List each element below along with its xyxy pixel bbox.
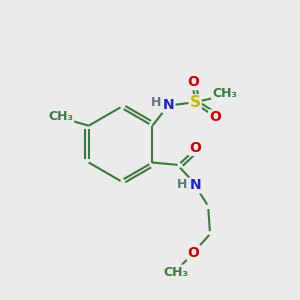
Text: CH₃: CH₃ (164, 266, 188, 278)
Text: O: O (189, 141, 201, 155)
Text: O: O (209, 110, 221, 124)
Text: S: S (190, 95, 201, 110)
Text: O: O (188, 246, 200, 260)
Text: H: H (176, 178, 187, 190)
Text: N: N (189, 178, 201, 193)
Text: O: O (187, 75, 199, 89)
Text: H: H (151, 96, 161, 109)
Text: N: N (163, 98, 174, 112)
Text: CH₃: CH₃ (212, 87, 237, 101)
Text: CH₃: CH₃ (48, 110, 73, 123)
